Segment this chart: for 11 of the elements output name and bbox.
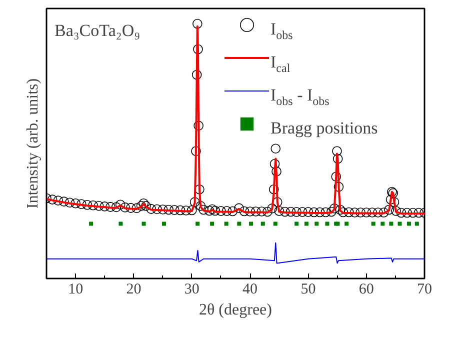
x-tick-label: 40 — [242, 282, 258, 298]
annotation: Ba₃CoTa₂O₉ — [54, 21, 140, 40]
x-tick-label: 10 — [68, 282, 84, 298]
x-tick-label: 60 — [358, 282, 374, 298]
x-tick-label: 30 — [184, 282, 200, 298]
x-tick-label: 70 — [417, 282, 432, 298]
x-tick-label: 20 — [126, 282, 142, 298]
x-tick-label: 50 — [300, 282, 316, 298]
y-axis-title: Intensity (arb. units) — [24, 78, 42, 209]
x-axis-title: 2θ (degree) — [199, 302, 272, 318]
legend-label: Bragg positions — [270, 118, 378, 138]
